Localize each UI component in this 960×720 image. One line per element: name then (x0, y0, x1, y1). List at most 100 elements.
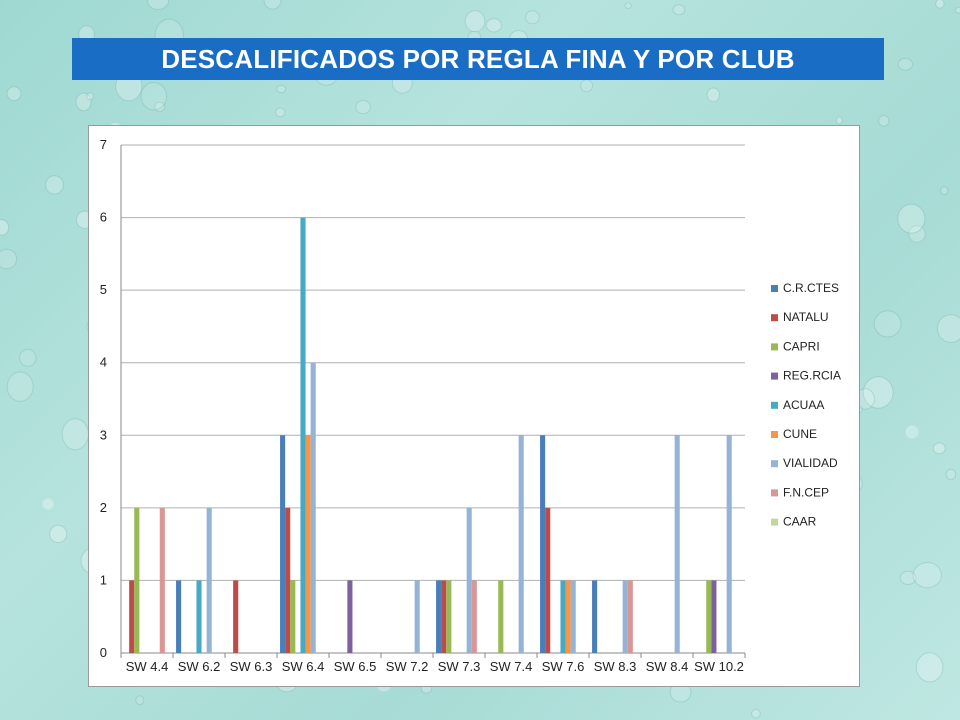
bar (134, 507, 140, 653)
bar (347, 580, 353, 653)
water-drop (932, 442, 946, 455)
legend-swatch (771, 431, 778, 438)
legend-swatch (771, 314, 778, 322)
bar (622, 580, 628, 653)
legend-label: CAPRI (783, 339, 820, 353)
bar (570, 580, 576, 653)
bar (498, 580, 504, 653)
bar (441, 580, 447, 653)
slide-title: DESCALIFICADOS POR REGLA FINA Y POR CLUB (72, 38, 884, 80)
legend-swatch (771, 489, 778, 497)
y-tick-label: 0 (100, 645, 107, 660)
legend-swatch (771, 372, 778, 380)
legend-label: VIALIDAD (783, 456, 838, 470)
bar (300, 217, 306, 654)
water-drop (940, 186, 949, 196)
water-drop (75, 92, 92, 112)
water-drop (0, 219, 10, 236)
y-tick-label: 1 (100, 572, 107, 587)
legend-swatch (771, 460, 778, 468)
bar (545, 507, 551, 653)
water-drop (140, 82, 168, 111)
water-drop (147, 0, 169, 10)
water-drop (355, 100, 371, 115)
x-tick-label: SW 8.4 (646, 659, 689, 674)
water-drop (154, 101, 166, 113)
water-drop (45, 175, 64, 195)
water-drop (912, 562, 942, 589)
legend-label: CUNE (783, 427, 817, 441)
bar (129, 580, 135, 653)
bar (565, 580, 571, 653)
water-drop (6, 371, 34, 402)
bar (627, 580, 633, 653)
bar (290, 580, 296, 653)
legend-label: F.N.CEP (783, 485, 829, 499)
water-drop (263, 0, 282, 10)
y-tick-label: 4 (100, 355, 107, 370)
x-tick-label: SW 6.5 (334, 659, 377, 674)
y-tick-label: 2 (100, 500, 107, 515)
water-drop (897, 203, 926, 234)
water-drop (86, 92, 94, 101)
x-tick-label: SW 7.6 (542, 659, 585, 674)
water-drop (276, 84, 287, 94)
water-drop (672, 4, 686, 16)
slide-title-text: DESCALIFICADOS POR REGLA FINA Y POR CLUB (161, 43, 795, 74)
bar (196, 580, 202, 653)
x-tick-label: SW 10.2 (694, 659, 744, 674)
bar (560, 580, 566, 653)
y-tick-label: 5 (100, 282, 107, 297)
water-drop (61, 418, 89, 451)
water-drop (464, 10, 486, 33)
bar (518, 435, 524, 653)
x-tick-label: SW 7.2 (386, 659, 429, 674)
water-drop (899, 570, 917, 586)
bar (305, 435, 311, 653)
water-drop (0, 248, 18, 270)
legend-swatch (771, 343, 778, 351)
water-drop (751, 708, 761, 719)
bar (176, 580, 182, 653)
x-tick-label: SW 6.2 (178, 659, 221, 674)
bar (233, 580, 239, 653)
bar (674, 435, 680, 653)
bar (436, 580, 442, 653)
water-drop (954, 6, 960, 14)
bar (726, 435, 732, 653)
water-drop (135, 695, 145, 706)
water-drop (915, 652, 944, 683)
water-drop (862, 376, 894, 409)
x-tick-label: SW 4.4 (126, 659, 169, 674)
y-tick-label: 7 (100, 137, 107, 152)
water-drop (835, 116, 843, 125)
water-drop (6, 86, 22, 101)
water-drop (935, 0, 945, 9)
bar (711, 580, 717, 653)
bar (471, 580, 477, 653)
water-drop (49, 524, 68, 544)
legend-label: CAAR (783, 515, 817, 529)
water-drop (873, 310, 902, 338)
water-drop (706, 87, 720, 103)
bar (159, 507, 165, 653)
water-drop (275, 107, 286, 118)
bar (540, 435, 546, 653)
water-drop (936, 314, 960, 343)
legend-swatch (771, 518, 778, 526)
x-tick-label: SW 8.3 (594, 659, 637, 674)
legend-label: NATALU (783, 310, 829, 324)
bar (466, 507, 472, 653)
bar (414, 580, 420, 653)
water-drop (485, 18, 503, 33)
bar (446, 580, 452, 653)
bar (706, 580, 712, 653)
legend-label: C.R.CTES (783, 281, 839, 295)
y-tick-label: 3 (100, 427, 107, 442)
x-tick-label: SW 7.3 (438, 659, 481, 674)
y-tick-label: 6 (100, 210, 107, 225)
water-drop (580, 79, 594, 93)
water-drop (945, 468, 957, 481)
water-drop (878, 115, 890, 127)
bar (285, 507, 291, 653)
